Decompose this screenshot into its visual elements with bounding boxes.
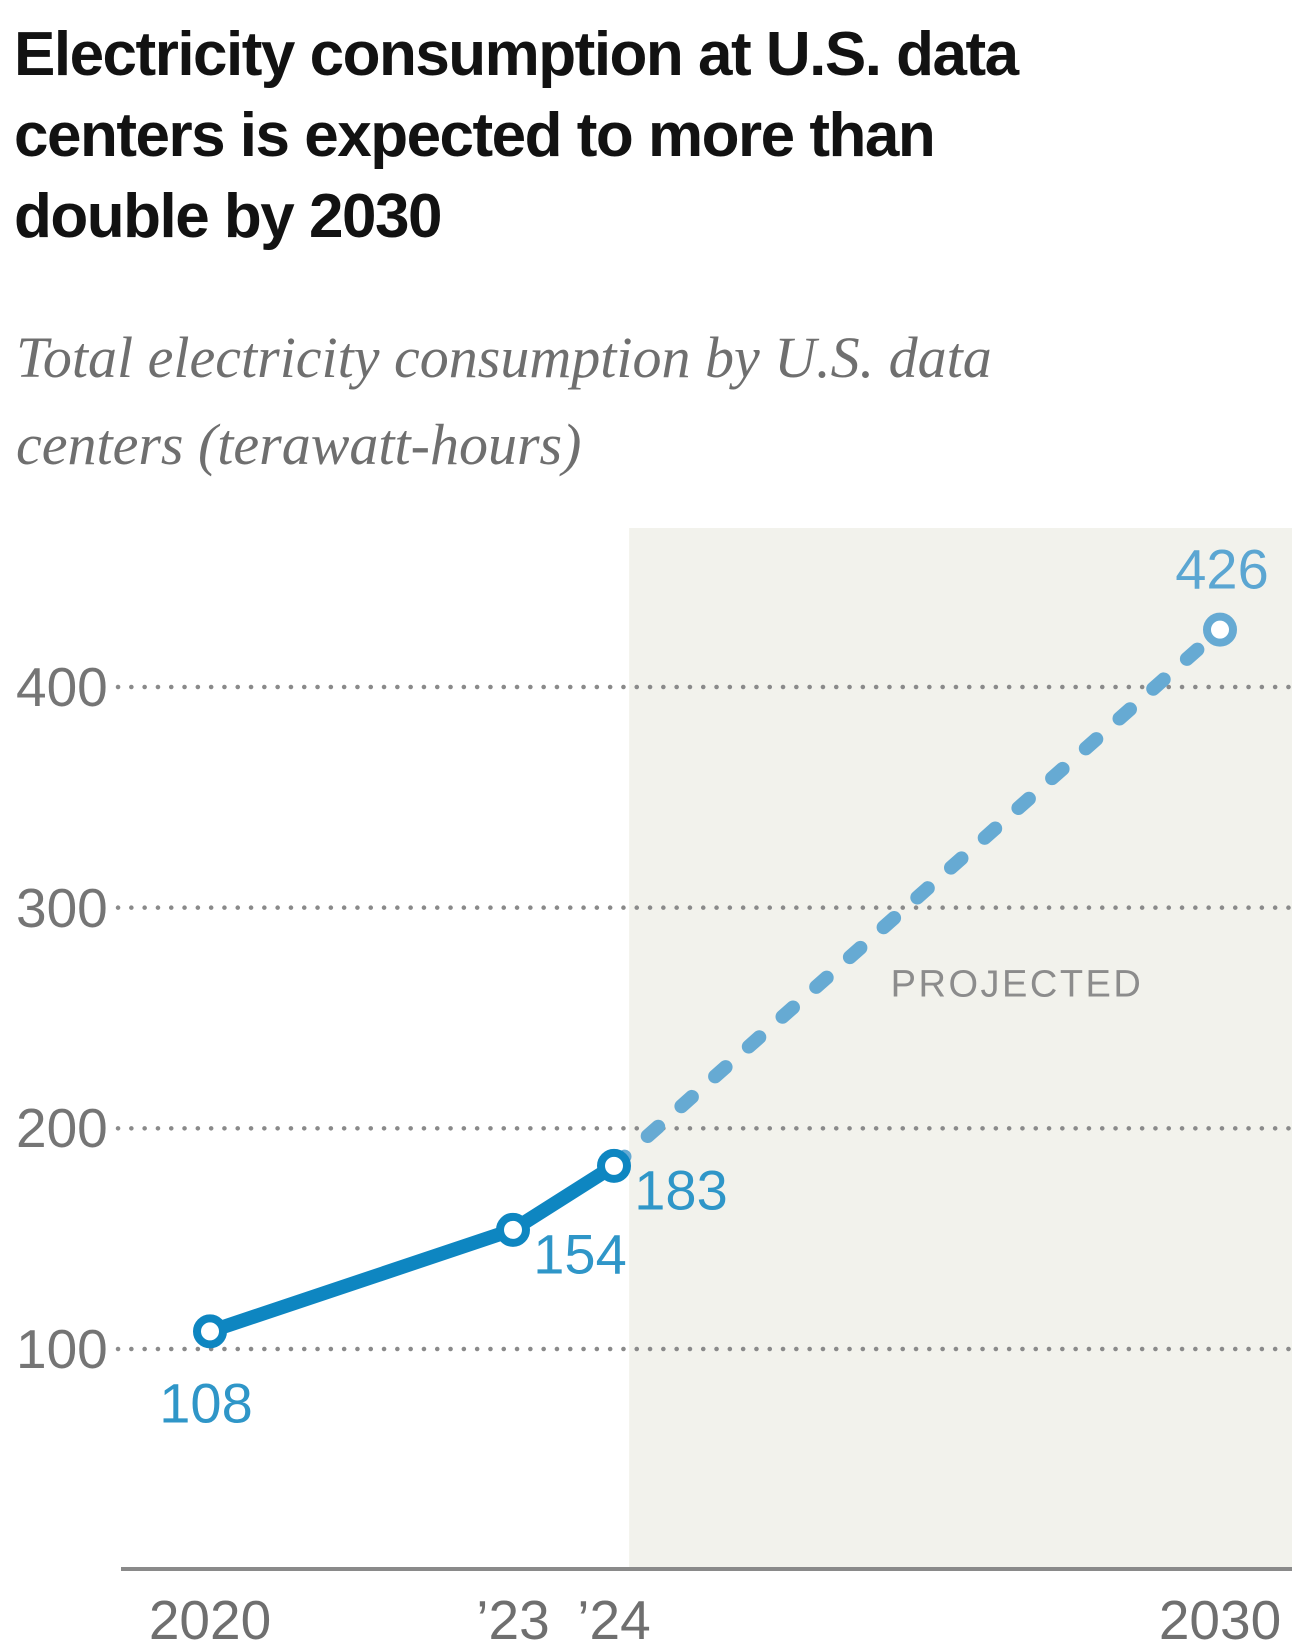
subtitle-line-1: Total electricity consumption by U.S. da… — [16, 325, 992, 390]
actual-line — [203, 1158, 621, 1339]
data-point-2023 — [496, 1212, 530, 1247]
projected-region-shading — [629, 528, 1292, 1569]
data-point-2030 — [1203, 612, 1237, 647]
projected-line — [607, 622, 1227, 1173]
data-point-2024 — [597, 1148, 631, 1183]
chart-title: Electricity consumption at U.S. data cen… — [14, 14, 1274, 257]
title-line-2: centers is expected to more than — [14, 101, 936, 170]
data-point-2020 — [193, 1314, 227, 1349]
subtitle-line-2: centers (terawatt-hours) — [16, 412, 582, 477]
chart-subtitle: Total electricity consumption by U.S. da… — [16, 314, 1276, 488]
title-line-3: double by 2030 — [14, 182, 442, 251]
title-line-1: Electricity consumption at U.S. data — [14, 20, 1019, 89]
